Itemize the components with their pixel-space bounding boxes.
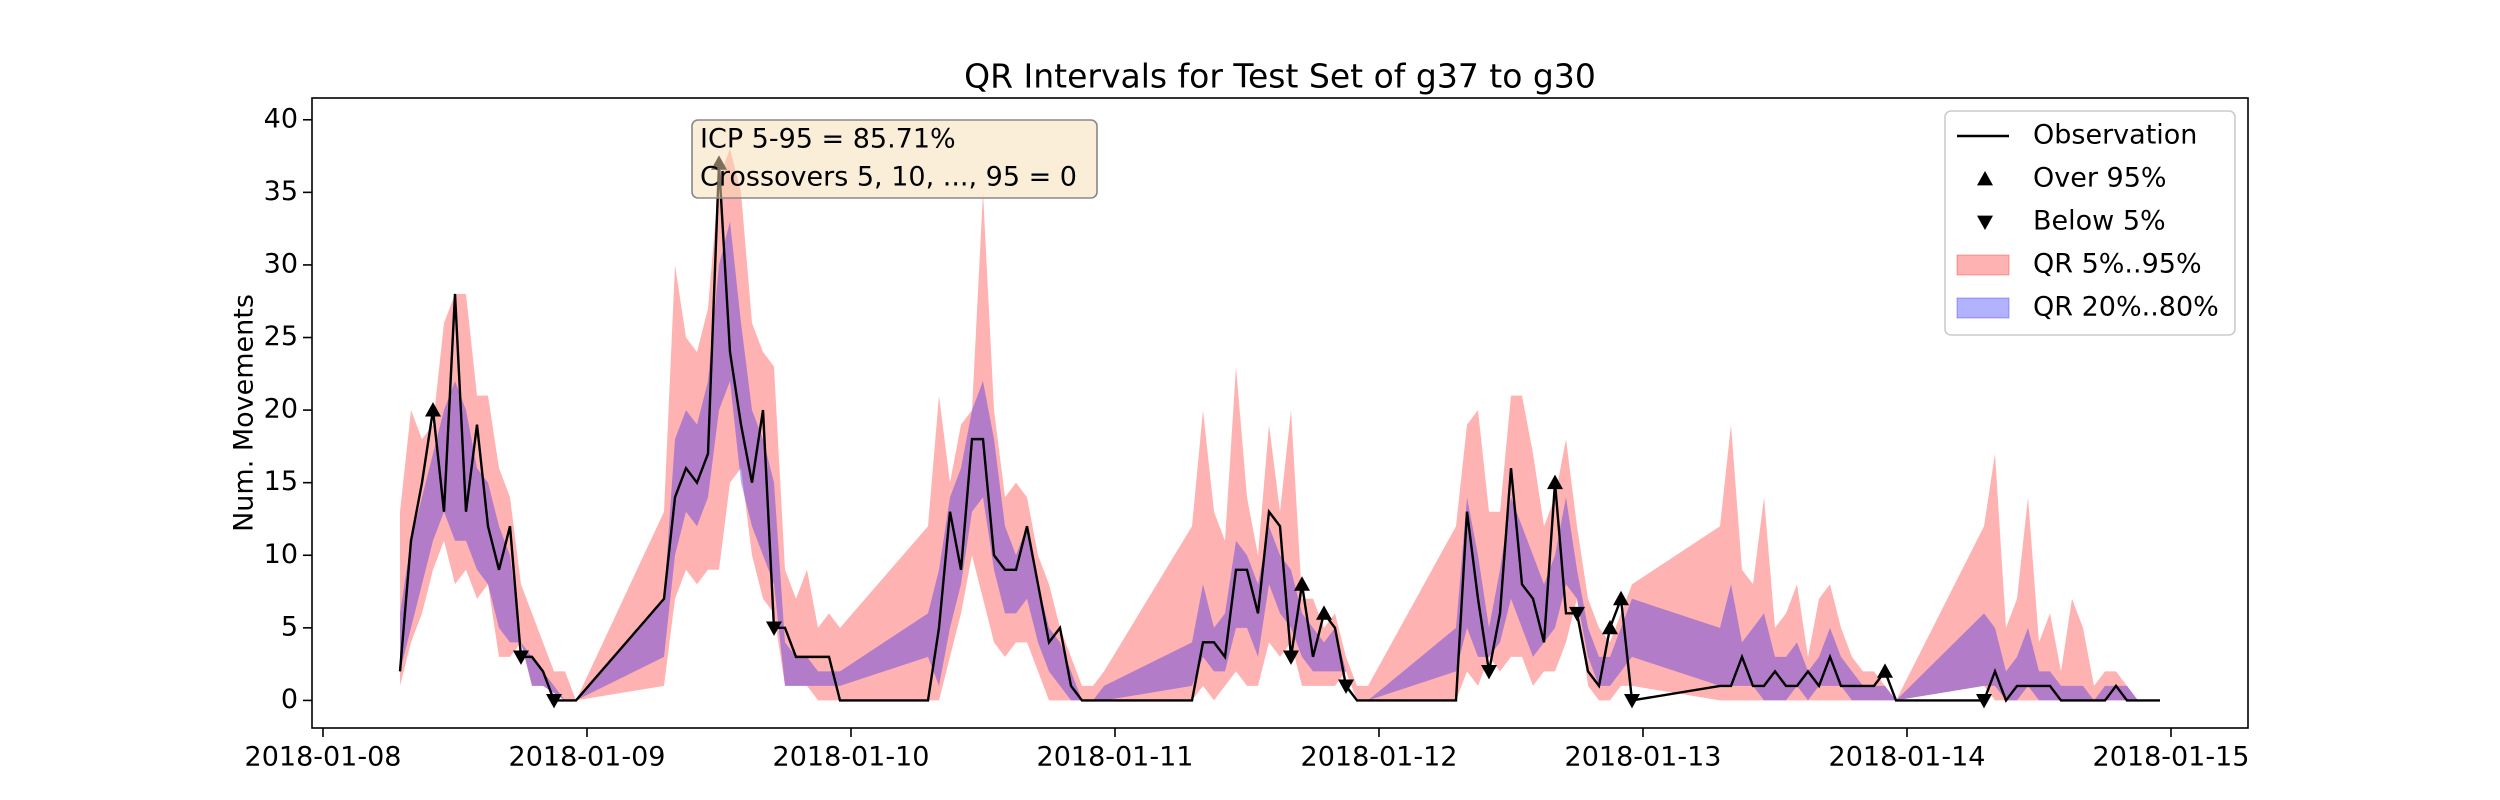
marker (546, 694, 562, 709)
legend-label: QR 5%..95% (2033, 249, 2202, 280)
marker (1294, 576, 1310, 591)
band (400, 148, 2160, 701)
legend-label: Below 5% (2033, 206, 2166, 237)
marker (1547, 474, 1563, 490)
marker (1613, 590, 1629, 606)
annotation-box (691, 119, 1098, 199)
y-axis-label: Num. Movements (229, 294, 260, 532)
y-tick-label: 20 (264, 394, 298, 425)
y-tick-label: 0 (281, 684, 298, 715)
x-tick-label: 2018-01-09 (509, 742, 666, 773)
legend-patch (1956, 254, 2010, 276)
x-tick-label: 2018-01-08 (245, 742, 402, 773)
x-tick-label: 2018-01-14 (1829, 742, 1986, 773)
x-tick-label: 2018-01-15 (2093, 742, 2250, 773)
legend-patch (1956, 297, 2010, 319)
marker (1283, 650, 1299, 665)
legend-label: Over 95% (2033, 163, 2167, 194)
plot-area (398, 148, 2160, 709)
x-tick-label: 2018-01-12 (1301, 742, 1458, 773)
marker (1316, 605, 1332, 620)
annotation-text: Crossovers 5, 10, ..., 95 = 0 (700, 162, 1077, 193)
x-tick-label: 2018-01-13 (1565, 742, 1722, 773)
y-tick-label: 10 (264, 539, 298, 570)
x-tick-label: 2018-01-10 (773, 742, 930, 773)
y-tick-label: 25 (264, 321, 298, 352)
y-tick-label: 15 (264, 466, 298, 497)
marker (1602, 619, 1618, 635)
plot-frame (311, 97, 2249, 729)
marker (1976, 694, 1992, 709)
marker (1569, 606, 1585, 622)
y-tick-label: 30 (264, 248, 298, 279)
marker (1481, 664, 1497, 680)
marker (1338, 679, 1354, 694)
marker (425, 402, 441, 417)
y-tick-label: 35 (264, 176, 298, 207)
y-tick-label: 5 (281, 611, 298, 642)
marker (513, 650, 529, 665)
legend-label: Observation (2033, 120, 2197, 151)
marker (1877, 663, 1893, 678)
legend-label: QR 20%..80% (2033, 292, 2219, 323)
observation-line (398, 163, 2160, 703)
x-tick-label: 2018-01-11 (1037, 742, 1194, 773)
y-tick-label: 40 (264, 103, 298, 134)
legend-box (1944, 110, 2236, 336)
legend-marker (1977, 171, 1993, 186)
marker (1624, 694, 1640, 709)
chart-title: QR Intervals for Test Set of g37 to g30 (964, 57, 1596, 96)
marker (766, 621, 782, 636)
legend-marker (1977, 215, 1993, 230)
annotation-text: ICP 5-95 = 85.71% (700, 124, 956, 155)
band (400, 221, 2160, 701)
